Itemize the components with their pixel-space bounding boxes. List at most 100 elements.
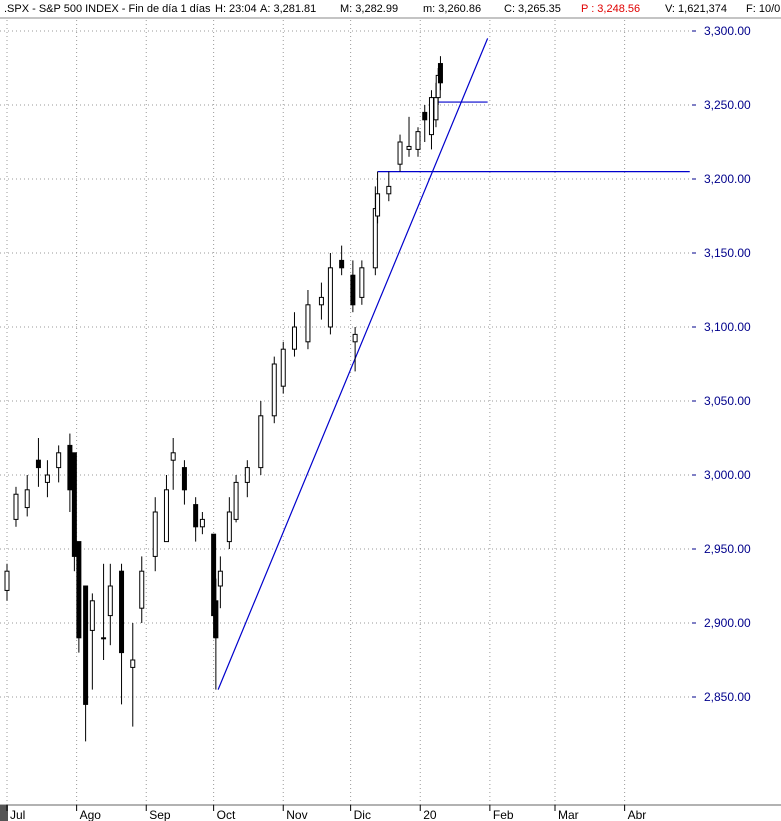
candle-body-up xyxy=(44,474,50,483)
candle-body-down xyxy=(76,541,82,639)
scroll-handle[interactable] xyxy=(0,805,8,821)
candle-body-up xyxy=(375,193,381,217)
candle-body-up xyxy=(217,570,223,587)
header-date: F: 10/01/2020 xyxy=(746,3,781,15)
candle-body-up xyxy=(101,637,107,640)
candle-body-up xyxy=(24,489,30,509)
candle-body-up xyxy=(327,267,333,328)
candle xyxy=(181,460,187,505)
candle xyxy=(397,134,403,172)
candle-body-up xyxy=(280,348,286,387)
candle xyxy=(318,282,324,320)
candle-body-up xyxy=(433,97,439,121)
candle-body-down xyxy=(339,259,345,269)
candle-body-down xyxy=(71,452,77,557)
candle xyxy=(350,260,356,313)
candle xyxy=(233,475,239,523)
candle-body-up xyxy=(163,489,169,543)
candle-body-up xyxy=(89,600,95,631)
candle-body-up xyxy=(318,296,324,306)
y-tick-label: 3,200.00 xyxy=(704,172,751,186)
candle-body-up xyxy=(244,467,250,483)
candle xyxy=(107,563,113,646)
candle xyxy=(217,556,223,609)
y-axis: 3,300.00 3,250.00 3,200.00 3,150.00 3,100.00… xyxy=(692,24,751,704)
x-tick-label: Abr xyxy=(628,808,647,821)
grid xyxy=(0,20,692,805)
candle xyxy=(244,460,250,498)
y-tick-label: 3,000.00 xyxy=(704,468,751,482)
candle xyxy=(24,475,30,517)
candle-body-up xyxy=(152,511,158,557)
candle-body-up xyxy=(226,511,232,543)
trendline[interactable] xyxy=(217,38,489,690)
header-high-time: H: 23:04 xyxy=(215,3,257,15)
candle xyxy=(4,563,10,601)
candle-body-up xyxy=(139,570,145,609)
candle-body-up xyxy=(305,304,311,343)
candle xyxy=(375,171,381,224)
candle-body-up xyxy=(372,208,378,269)
candle-body-up xyxy=(291,326,297,350)
candle-body-down xyxy=(350,274,356,306)
candle-body-up xyxy=(359,267,365,298)
x-tick-label: Oct xyxy=(217,808,236,821)
candle xyxy=(415,127,421,157)
candle-body-up xyxy=(13,493,19,520)
candle xyxy=(258,401,264,475)
candle-body-up xyxy=(233,481,239,520)
x-axis: Jul Ago Sep Oct Nov Dic 20 Feb Mar Abr xyxy=(6,805,647,821)
x-tick-label: 20 xyxy=(423,808,437,821)
candle-body-up xyxy=(258,415,264,469)
candle-body-up xyxy=(406,145,412,150)
header-bar xyxy=(0,0,781,18)
candle xyxy=(327,253,333,335)
y-tick-label: 3,100.00 xyxy=(704,320,751,334)
candle xyxy=(193,497,199,542)
candle xyxy=(119,563,125,705)
candle xyxy=(305,290,311,350)
x-tick-label: Jul xyxy=(10,808,25,821)
candle xyxy=(213,578,219,690)
y-tick-label: 2,850.00 xyxy=(704,690,751,704)
header-volume: V: 1,621,374 xyxy=(665,3,727,15)
candle xyxy=(199,512,205,535)
candle-body-down xyxy=(437,63,443,84)
x-tick-label: Mar xyxy=(558,808,579,821)
candle-body-down xyxy=(83,585,89,705)
x-tick-label: Nov xyxy=(286,808,307,821)
candle-body-up xyxy=(107,585,113,617)
candle xyxy=(339,245,345,276)
candle xyxy=(226,497,232,549)
candle xyxy=(35,438,41,487)
candle xyxy=(352,327,358,372)
candle-body-down xyxy=(35,459,41,469)
candle-body-down xyxy=(193,504,199,528)
header-prev: P : 3,248.56 xyxy=(581,3,640,15)
candle xyxy=(13,486,19,527)
candle-body-up xyxy=(386,185,392,195)
candle xyxy=(130,623,136,727)
candle xyxy=(56,445,62,483)
header-max: M: 3,282.99 xyxy=(340,3,398,15)
candle xyxy=(163,475,169,543)
candle xyxy=(44,460,50,498)
candle-body-up xyxy=(56,452,62,469)
candle xyxy=(437,56,443,91)
candle xyxy=(386,171,392,202)
y-tick-label: 2,900.00 xyxy=(704,616,751,630)
candle xyxy=(71,452,77,572)
candle-body-up xyxy=(271,363,277,417)
candle xyxy=(271,356,277,424)
candle-body-down xyxy=(422,111,428,121)
candle-body-up xyxy=(170,452,176,461)
x-tick-label: Feb xyxy=(493,808,514,821)
candle-body-down xyxy=(67,444,73,491)
y-tick-label: 3,300.00 xyxy=(704,24,751,38)
candle-body-up xyxy=(415,131,421,150)
candle xyxy=(101,563,107,660)
candle xyxy=(83,585,89,742)
candle xyxy=(89,593,95,690)
candle-body-up xyxy=(130,659,136,668)
